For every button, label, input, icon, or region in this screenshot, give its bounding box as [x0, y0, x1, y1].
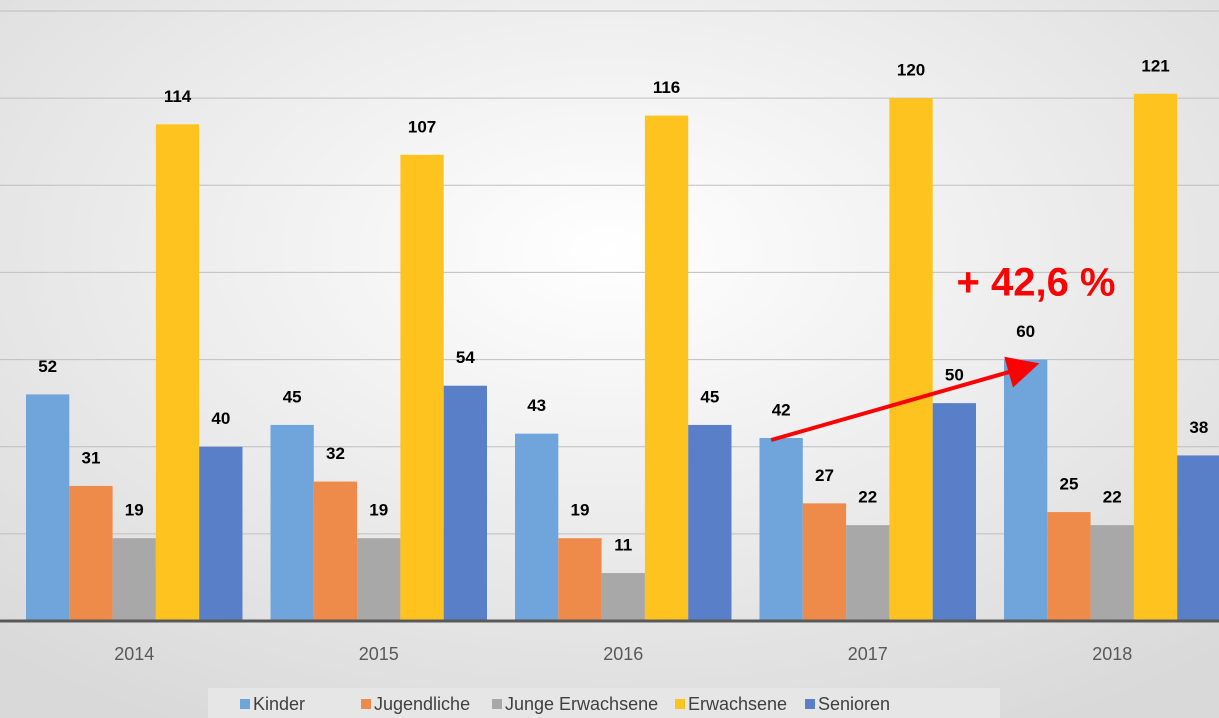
- value-label: 121: [1141, 56, 1169, 75]
- legend-swatch: [675, 699, 685, 709]
- bar: [558, 538, 602, 621]
- legend-box: [208, 688, 1000, 718]
- value-label: 22: [858, 488, 877, 507]
- bar: [759, 438, 803, 621]
- bar: [1177, 455, 1219, 621]
- legend-swatch: [361, 699, 371, 709]
- bar: [357, 538, 401, 621]
- legend-swatch: [492, 699, 502, 709]
- value-label: 11: [614, 536, 632, 555]
- bar: [155, 124, 200, 622]
- annotation: + 42,6 %: [956, 261, 1115, 305]
- bar: [26, 394, 70, 621]
- value-label: 25: [1059, 475, 1078, 494]
- legend-label: Kinder: [253, 694, 305, 714]
- bar: [400, 154, 444, 622]
- bar: [270, 424, 314, 621]
- value-label: 45: [283, 387, 302, 406]
- bar: [1004, 359, 1048, 621]
- bar: [1047, 512, 1091, 621]
- bar: [515, 433, 559, 621]
- bar: [313, 481, 358, 621]
- value-label: 45: [700, 387, 719, 406]
- value-label: 50: [945, 366, 964, 385]
- x-tick-label: 2017: [848, 644, 888, 664]
- legend-label: Junge Erwachsene: [505, 694, 658, 714]
- legend-swatch: [240, 699, 250, 709]
- bar: [846, 525, 890, 621]
- legend-label: Senioren: [818, 694, 890, 714]
- bar: [802, 503, 847, 621]
- value-label: 116: [653, 78, 680, 97]
- bar: [199, 446, 243, 621]
- value-label: 19: [570, 501, 589, 520]
- value-label: 52: [38, 357, 57, 376]
- value-label: 19: [369, 501, 388, 520]
- value-label: 32: [326, 444, 345, 463]
- bar: [688, 424, 732, 621]
- value-label: 54: [456, 348, 475, 367]
- value-label: 19: [125, 501, 144, 520]
- annotation-arrow: [770, 356, 1040, 442]
- x-tick-label: 2018: [1092, 644, 1132, 664]
- value-label: 114: [164, 87, 192, 106]
- value-label: 107: [408, 117, 436, 136]
- legend-label: Erwachsene: [688, 694, 787, 714]
- value-label: 40: [211, 409, 230, 428]
- value-label: 42: [772, 400, 791, 419]
- value-label: 120: [897, 61, 925, 80]
- legend-label: Jugendliche: [374, 694, 470, 714]
- value-label: 60: [1016, 322, 1035, 341]
- x-tick-label: 2014: [114, 644, 154, 664]
- bar: [112, 538, 156, 621]
- bar: [443, 385, 487, 621]
- bar: [69, 485, 113, 621]
- x-tick-label: 2016: [603, 644, 643, 664]
- legend-swatch: [805, 699, 815, 709]
- bar: [1133, 93, 1178, 622]
- value-label: 38: [1189, 418, 1208, 437]
- value-label: 27: [815, 466, 834, 485]
- bar: [889, 98, 933, 621]
- bar: [1090, 525, 1134, 621]
- bar: [932, 403, 976, 621]
- bar: [601, 573, 645, 621]
- value-label: 31: [81, 448, 100, 467]
- x-tick-label: 2015: [359, 644, 399, 664]
- value-label: 22: [1103, 488, 1122, 507]
- value-label: 43: [527, 396, 546, 415]
- bar: [644, 115, 689, 622]
